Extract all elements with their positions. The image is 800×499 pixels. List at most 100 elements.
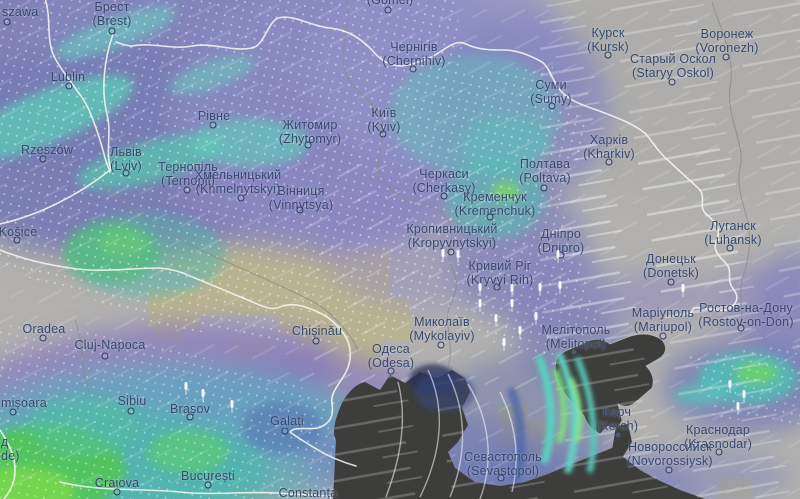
- city-marker-warszawa-partial[interactable]: [3, 18, 11, 26]
- city-label-belgrade-partial[interactable]: д de): [1, 435, 20, 463]
- city-label-kharkiv[interactable]: Харків (Kharkiv): [583, 133, 635, 161]
- city-label-vinnytsia[interactable]: Вінниця (Vinnytsya): [269, 184, 334, 212]
- city-marker-chernihiv[interactable]: [409, 65, 417, 73]
- city-marker-brasov[interactable]: [186, 413, 194, 421]
- city-label-mariupol[interactable]: Маріуполь (Mariupol): [632, 306, 695, 334]
- city-marker-rostov-on-don[interactable]: [737, 324, 745, 332]
- city-marker-galati[interactable]: [281, 427, 289, 435]
- city-marker-kyiv[interactable]: [379, 130, 387, 138]
- city-marker-sevastopol[interactable]: [497, 474, 505, 482]
- city-marker-sumy[interactable]: [548, 102, 556, 110]
- city-label-rzeszow[interactable]: Rzeszów: [21, 143, 73, 158]
- city-marker-zhytomyr[interactable]: [304, 141, 312, 149]
- city-marker-craiova[interactable]: [113, 488, 121, 496]
- city-label-novorossiysk[interactable]: Новороссийск (Novorossiysk): [627, 440, 712, 468]
- city-marker-melitopol[interactable]: [570, 348, 578, 356]
- city-label-melitopol[interactable]: Мелітополь (Melitopol): [542, 323, 611, 351]
- city-label-warszawa-partial[interactable]: szawa: [2, 5, 38, 20]
- city-marker-kursk[interactable]: [604, 51, 612, 59]
- city-label-line: Galați: [270, 414, 304, 428]
- city-marker-khmelnytskyi[interactable]: [237, 194, 245, 202]
- city-marker-poltava[interactable]: [540, 184, 548, 192]
- city-marker-luhansk[interactable]: [726, 244, 734, 252]
- city-label-mykolaiv[interactable]: Миколаїв (Mykolayiv): [409, 315, 474, 343]
- city-label-chernihiv[interactable]: Чернігів (Chernihiv): [382, 40, 445, 68]
- city-marker-kryvyi-rih[interactable]: [493, 283, 501, 291]
- city-marker-gomel-partial[interactable]: [384, 6, 392, 14]
- city-marker-sibiu[interactable]: [127, 407, 135, 415]
- city-label-brasov[interactable]: Brașov: [170, 402, 210, 417]
- sleet-mark-icon: [201, 389, 205, 397]
- city-label-cluj-napoca[interactable]: Cluj-Napoca: [75, 338, 146, 353]
- city-label-timisoara-partial[interactable]: mișoara: [1, 396, 47, 411]
- city-label-oradea[interactable]: Oradea: [23, 322, 66, 337]
- city-label-zhytomyr[interactable]: Житомир (Zhytomyr): [279, 118, 341, 146]
- city-label-lviv[interactable]: Львів (Lviv): [110, 145, 142, 173]
- city-marker-chisinau[interactable]: [312, 337, 320, 345]
- city-label-kropyvnytskyi[interactable]: Кропивницький (Kropyvnytskyi): [406, 222, 497, 250]
- city-label-poltava[interactable]: Полтава (Poltava): [519, 157, 571, 185]
- city-label-voronezh[interactable]: Воронеж (Voronezh): [695, 27, 758, 55]
- city-marker-ternopil[interactable]: [183, 186, 191, 194]
- city-marker-vinnytsia[interactable]: [296, 206, 304, 214]
- city-marker-odesa[interactable]: [387, 367, 395, 375]
- city-label-kryvyi-rih[interactable]: Кривий Ріг (Kryvyi Rih): [467, 259, 534, 287]
- city-marker-kremenchuk[interactable]: [486, 213, 494, 221]
- city-label-sibiu[interactable]: Sibiu: [118, 394, 147, 409]
- city-marker-lublin[interactable]: [65, 82, 73, 90]
- city-label-bucuresti[interactable]: București: [181, 469, 235, 484]
- city-label-kyiv[interactable]: Київ (Kyiv): [367, 106, 400, 134]
- city-label-krasnodar[interactable]: Краснодар (Krasnodar): [684, 423, 752, 451]
- city-label-lublin[interactable]: Lublin: [51, 70, 86, 85]
- city-marker-rivne[interactable]: [209, 121, 217, 129]
- city-label-kosice[interactable]: Košice: [0, 225, 37, 240]
- city-marker-kosice[interactable]: [13, 236, 21, 244]
- city-label-craiova[interactable]: Craiova: [95, 476, 139, 491]
- city-label-sevastopol[interactable]: Севастополь (Sevastopol): [464, 450, 542, 478]
- city-label-khmelnytskyi[interactable]: Хмельницький (Khmelnytskyi): [195, 168, 282, 196]
- sleet-mark-icon: [736, 402, 740, 410]
- city-marker-kharkiv[interactable]: [605, 158, 613, 166]
- city-label-kursk[interactable]: Курск (Kursk): [587, 26, 629, 54]
- city-label-rostov-on-don[interactable]: Ростов-на-Дону (Rostov-on-Don): [698, 301, 794, 329]
- city-label-galati[interactable]: Galați: [270, 414, 304, 429]
- city-label-line: д: [1, 435, 9, 449]
- city-marker-rzeszow[interactable]: [39, 155, 47, 163]
- city-marker-donetsk[interactable]: [667, 278, 675, 286]
- city-label-line: (Rostov-on-Don): [698, 314, 794, 329]
- city-label-odesa[interactable]: Одеса (Odesa): [368, 342, 415, 370]
- city-marker-cherkasy[interactable]: [440, 192, 448, 200]
- city-label-chisinau[interactable]: Chișinău: [292, 324, 342, 339]
- city-marker-cluj-napoca[interactable]: [101, 352, 109, 360]
- city-marker-kerch[interactable]: [614, 431, 622, 439]
- city-marker-staryy-oskol[interactable]: [668, 78, 676, 86]
- city-label-brest[interactable]: Брест (Brest): [93, 0, 132, 28]
- city-marker-mariupol[interactable]: [659, 332, 667, 340]
- city-label-luhansk[interactable]: Луганск (Luhansk): [704, 219, 761, 247]
- city-marker-brest[interactable]: [108, 27, 116, 35]
- city-label-sumy[interactable]: Суми (Sumy): [530, 78, 571, 106]
- city-marker-kropyvnytskyi[interactable]: [447, 248, 455, 256]
- city-label-kerch[interactable]: Керч (Kerch): [596, 405, 638, 433]
- city-label-kremenchuk[interactable]: Кременчук (Kremenchuk): [455, 190, 536, 218]
- city-marker-lviv[interactable]: [122, 169, 130, 177]
- city-marker-voronezh[interactable]: [722, 53, 730, 61]
- city-label-rivne[interactable]: Рівне: [198, 109, 231, 124]
- city-label-cherkasy[interactable]: Черкаси (Cherkasy): [412, 167, 475, 195]
- city-label-donetsk[interactable]: Донецьк (Donetsk): [643, 252, 699, 280]
- city-label-line: Полтава: [519, 157, 571, 171]
- city-label-constanta[interactable]: Constanța: [279, 486, 338, 499]
- city-label-dnipro[interactable]: Дніпро (Dnipro): [538, 227, 585, 255]
- city-label-line: Тернопіль: [158, 160, 218, 174]
- city-marker-timisoara-partial[interactable]: [9, 408, 17, 416]
- city-marker-mykolaiv[interactable]: [437, 341, 445, 349]
- city-marker-krasnodar[interactable]: [715, 448, 723, 456]
- city-marker-oradea[interactable]: [39, 334, 47, 342]
- city-marker-novorossiysk[interactable]: [665, 466, 673, 474]
- city-label-line: (Melitopol): [545, 336, 607, 351]
- city-label-staryy-oskol[interactable]: Старый Оскол (Staryy Oskol): [630, 52, 716, 80]
- city-label-ternopil[interactable]: Тернопіль (Ternopil): [158, 160, 218, 188]
- city-marker-bucuresti[interactable]: [204, 481, 212, 489]
- city-label-gomel-partial[interactable]: (Gomel): [367, 0, 414, 8]
